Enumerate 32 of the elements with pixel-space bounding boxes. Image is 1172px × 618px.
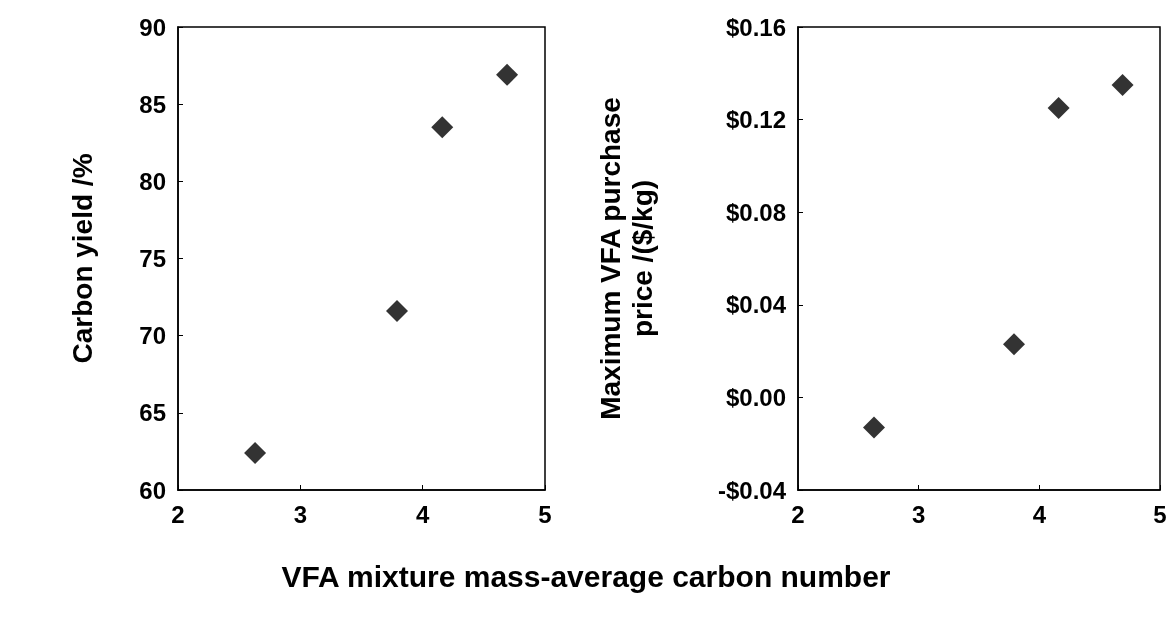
point [431,116,454,139]
x-tick-label: 3 [293,500,308,528]
point [244,441,267,464]
y-tick-label: 90 [139,13,166,41]
point [1111,73,1134,96]
x-axis-title: VFA mixture mass-average carbon number [280,560,892,594]
x-tick-label: 2 [791,500,805,528]
x-tick-label: 3 [911,500,926,528]
x-tick-label: 4 [1032,500,1047,528]
y-tick-label: $0.04 [725,291,787,319]
x-tick-label: 4 [415,500,430,528]
point [863,416,886,439]
point [1002,333,1025,356]
point [496,63,519,86]
y-tick-label: 60 [139,476,166,504]
y-axis-title: Carbon yield /% [66,153,98,364]
x-tick-label: 2 [171,500,185,528]
y-tick-label: $0.12 [725,106,786,134]
x-tick-label: 5 [538,500,552,528]
y-axis-title: Maximum VFA purchase price /($/kg) [594,97,658,420]
y-tick-label: $0.00 [725,383,786,411]
y-tick-label: -$0.04 [717,476,787,504]
y-tick-label: 85 [139,90,166,118]
point [1047,97,1070,120]
y-tick-label: $0.16 [725,13,786,41]
y-tick-label: 75 [139,245,166,272]
x-tick-label: 5 [1153,500,1167,528]
y-tick-label: 80 [139,167,166,195]
y-tick-label: 65 [139,399,166,427]
y-tick-label: $0.08 [725,198,786,226]
point [385,299,408,322]
y-tick-label: 70 [139,322,166,350]
